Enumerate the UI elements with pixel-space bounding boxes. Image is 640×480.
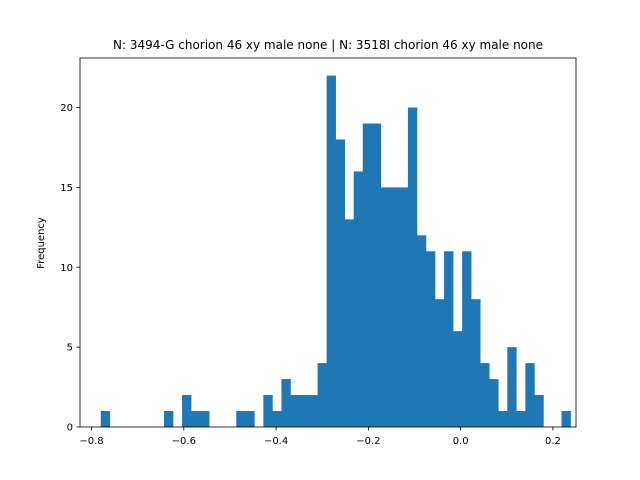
histogram-bar [525,363,535,427]
histogram-bar [344,219,355,427]
histogram-bar [100,411,111,427]
histogram-bar [507,347,517,427]
y-tick-label: 15 [60,183,73,194]
histogram-bar [380,187,391,427]
histogram-bar [308,395,318,427]
histogram-bar [362,123,373,428]
x-tick-label: −0.8 [79,436,103,447]
histogram-bar [462,251,472,427]
x-tick-label: −0.2 [356,436,380,447]
histogram-bar [561,411,571,427]
histogram-bar [299,395,309,427]
x-tick-label: −0.4 [264,436,288,447]
x-tick-label: 0.2 [545,436,561,447]
x-tick-label: −0.6 [172,436,196,447]
histogram-bar [471,299,481,427]
histogram-bar [480,363,490,427]
bars-group [100,75,571,428]
histogram-bar [389,187,400,427]
histogram-bar [489,379,499,427]
histogram-bar [444,251,454,427]
histogram-bar [398,187,409,427]
histogram-bar [245,411,255,427]
histogram-bar [534,395,544,427]
histogram-bar [317,363,327,427]
plot-frame [79,57,577,428]
histogram-bar [272,411,282,427]
histogram-bar [200,411,210,427]
histogram-bar [435,299,445,427]
y-tick-label: 5 [67,343,73,354]
histogram-bar [335,139,345,427]
histogram-bar [290,395,300,427]
x-tick-label: 0.0 [453,436,469,447]
histogram-bar [236,411,246,427]
y-axis-label: Frequency [36,217,47,269]
histogram-bar [281,379,291,427]
y-tick-label: 20 [60,103,73,114]
histogram-bar [371,123,382,428]
histogram-bar [326,75,336,428]
histogram-bar [516,411,526,427]
histogram-bar [164,411,174,427]
histogram-bar [263,395,273,427]
histogram-bar [191,411,201,427]
y-axis-ticks: 0 5 10 15 20 [60,103,80,434]
chart-title: N: 3494-G chorion 46 xy male none | N: 3… [113,38,543,52]
histogram-bar [498,411,508,427]
histogram-bar [353,171,364,427]
y-tick-label: 10 [60,263,73,274]
histogram-bar [416,235,427,427]
histogram-bar [425,251,436,427]
histogram-bar [407,107,418,428]
histogram-bar [182,395,192,427]
histogram-bar [453,331,463,427]
x-axis-ticks: −0.8 −0.6 −0.4 −0.2 0.0 0.2 [79,427,561,447]
y-tick-label: 0 [67,423,73,434]
